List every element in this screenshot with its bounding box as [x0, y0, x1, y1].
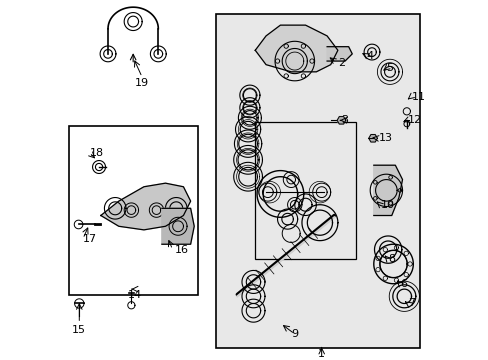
Text: 11: 11	[411, 92, 425, 102]
Polygon shape	[368, 135, 377, 142]
Text: 4: 4	[366, 51, 373, 61]
Polygon shape	[336, 117, 345, 124]
Polygon shape	[326, 47, 351, 61]
Text: 12: 12	[407, 115, 421, 125]
Text: 18: 18	[90, 148, 104, 158]
Text: 3: 3	[341, 115, 348, 125]
Text: 8: 8	[387, 253, 394, 264]
Text: 7: 7	[407, 298, 414, 309]
Polygon shape	[255, 25, 337, 72]
Polygon shape	[101, 183, 190, 230]
Text: 19: 19	[135, 78, 149, 87]
Text: 16: 16	[174, 244, 188, 255]
Text: 5: 5	[386, 63, 392, 73]
Text: 13: 13	[378, 133, 392, 143]
Text: 2: 2	[337, 58, 345, 68]
Polygon shape	[162, 208, 194, 244]
Text: 14: 14	[128, 289, 142, 300]
Text: 17: 17	[82, 234, 97, 244]
Bar	[68, 126, 198, 294]
Bar	[215, 14, 420, 348]
Text: 9: 9	[291, 329, 298, 339]
Text: 10: 10	[380, 200, 394, 210]
Text: 1: 1	[318, 349, 325, 359]
Text: 6: 6	[400, 279, 407, 289]
Text: 15: 15	[72, 325, 86, 336]
Polygon shape	[373, 165, 402, 216]
Bar	[255, 122, 355, 258]
